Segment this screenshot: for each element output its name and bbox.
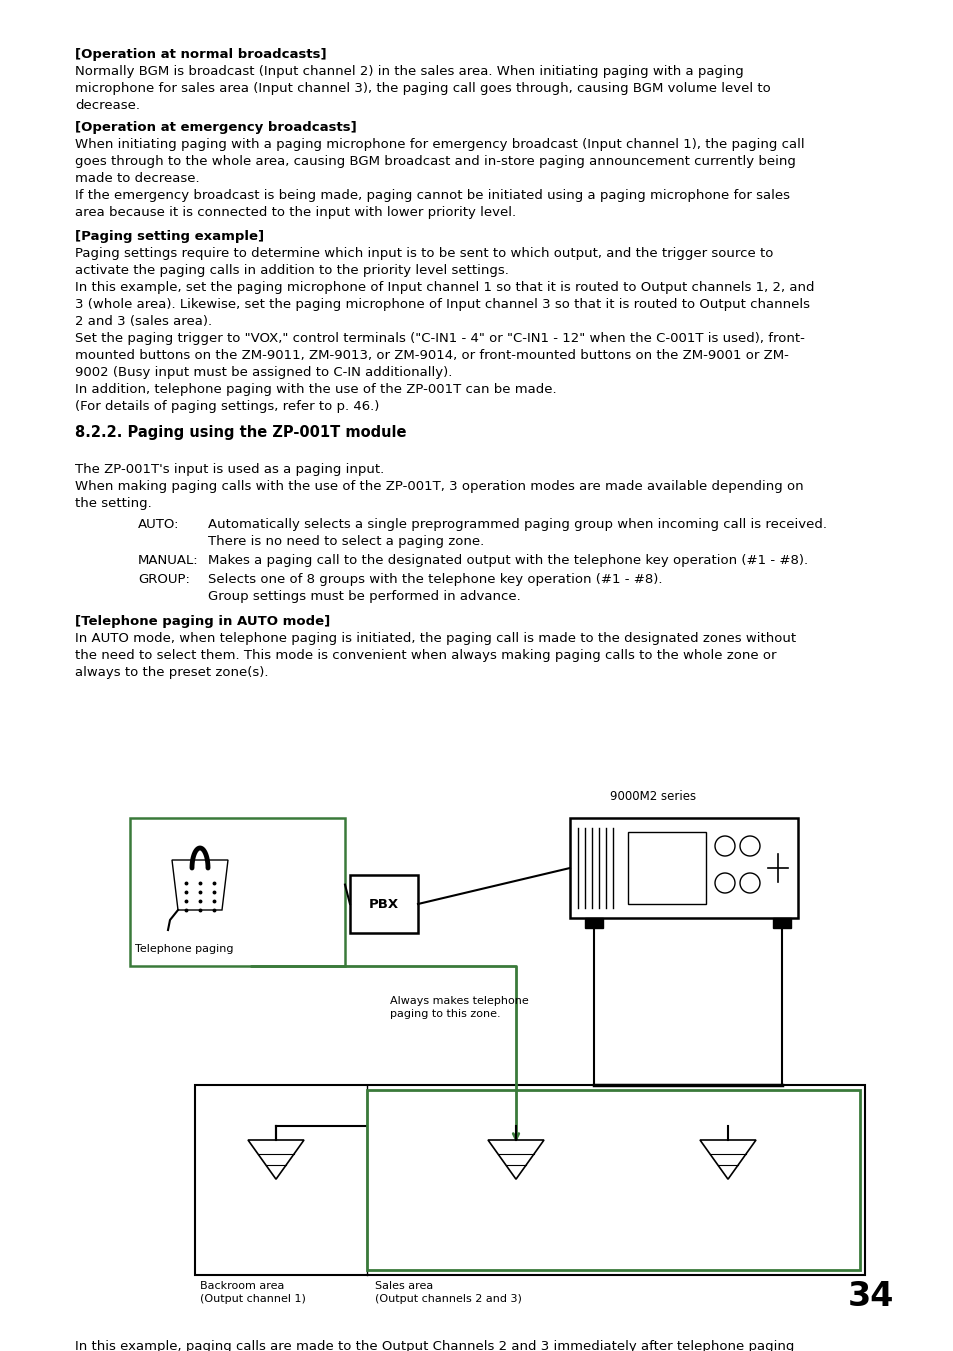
- Circle shape: [714, 836, 734, 857]
- Polygon shape: [172, 861, 228, 911]
- Text: Sales area
(Output channels 2 and 3): Sales area (Output channels 2 and 3): [375, 1281, 521, 1304]
- Text: MANUAL:: MANUAL:: [138, 554, 198, 567]
- Polygon shape: [488, 1140, 543, 1179]
- Circle shape: [740, 873, 760, 893]
- Text: [Telephone paging in AUTO mode]: [Telephone paging in AUTO mode]: [75, 615, 330, 628]
- Text: [Operation at emergency broadcasts]: [Operation at emergency broadcasts]: [75, 122, 356, 134]
- Text: Makes a paging call to the designated output with the telephone key operation (#: Makes a paging call to the designated ou…: [208, 554, 807, 567]
- Bar: [569, 817, 797, 917]
- Bar: [367, 1090, 859, 1270]
- Polygon shape: [248, 1140, 304, 1179]
- Polygon shape: [700, 1140, 755, 1179]
- Text: 9000M2 series: 9000M2 series: [609, 790, 696, 802]
- Text: Selects one of 8 groups with the telephone key operation (#1 - #8).
Group settin: Selects one of 8 groups with the telepho…: [208, 573, 661, 603]
- Text: Automatically selects a single preprogrammed paging group when incoming call is : Automatically selects a single preprogra…: [208, 517, 826, 549]
- Text: In AUTO mode, when telephone paging is initiated, the paging call is made to the: In AUTO mode, when telephone paging is i…: [75, 632, 796, 680]
- Text: Telephone paging: Telephone paging: [135, 944, 233, 954]
- Circle shape: [740, 836, 760, 857]
- Text: Always makes telephone
paging to this zone.: Always makes telephone paging to this zo…: [390, 996, 528, 1019]
- Bar: [350, 875, 417, 934]
- Text: When initiating paging with a paging microphone for emergency broadcast (Input c: When initiating paging with a paging mic…: [75, 138, 803, 219]
- Text: AUTO:: AUTO:: [138, 517, 179, 531]
- Text: [Operation at normal broadcasts]: [Operation at normal broadcasts]: [75, 49, 326, 61]
- Bar: [584, 917, 602, 928]
- Text: 34: 34: [846, 1279, 893, 1313]
- Text: [Paging setting example]: [Paging setting example]: [75, 230, 264, 243]
- Text: Normally BGM is broadcast (Input channel 2) in the sales area. When initiating p: Normally BGM is broadcast (Input channel…: [75, 65, 770, 112]
- Text: PBX: PBX: [369, 897, 398, 911]
- Text: Backroom area
(Output channel 1): Backroom area (Output channel 1): [200, 1281, 306, 1304]
- Text: 8.2.2. Paging using the ZP-001T module: 8.2.2. Paging using the ZP-001T module: [75, 426, 406, 440]
- Bar: [627, 832, 705, 904]
- Text: Paging settings require to determine which input is to be sent to which output, : Paging settings require to determine whi…: [75, 247, 814, 413]
- Bar: [772, 917, 790, 928]
- Text: GROUP:: GROUP:: [138, 573, 190, 586]
- Bar: [194, 1085, 864, 1275]
- Text: In this example, paging calls are made to the Output Channels 2 and 3 immediatel: In this example, paging calls are made t…: [75, 1340, 794, 1351]
- Circle shape: [714, 873, 734, 893]
- Text: The ZP-001T's input is used as a paging input.
When making paging calls with the: The ZP-001T's input is used as a paging …: [75, 463, 802, 509]
- Bar: [130, 817, 345, 966]
